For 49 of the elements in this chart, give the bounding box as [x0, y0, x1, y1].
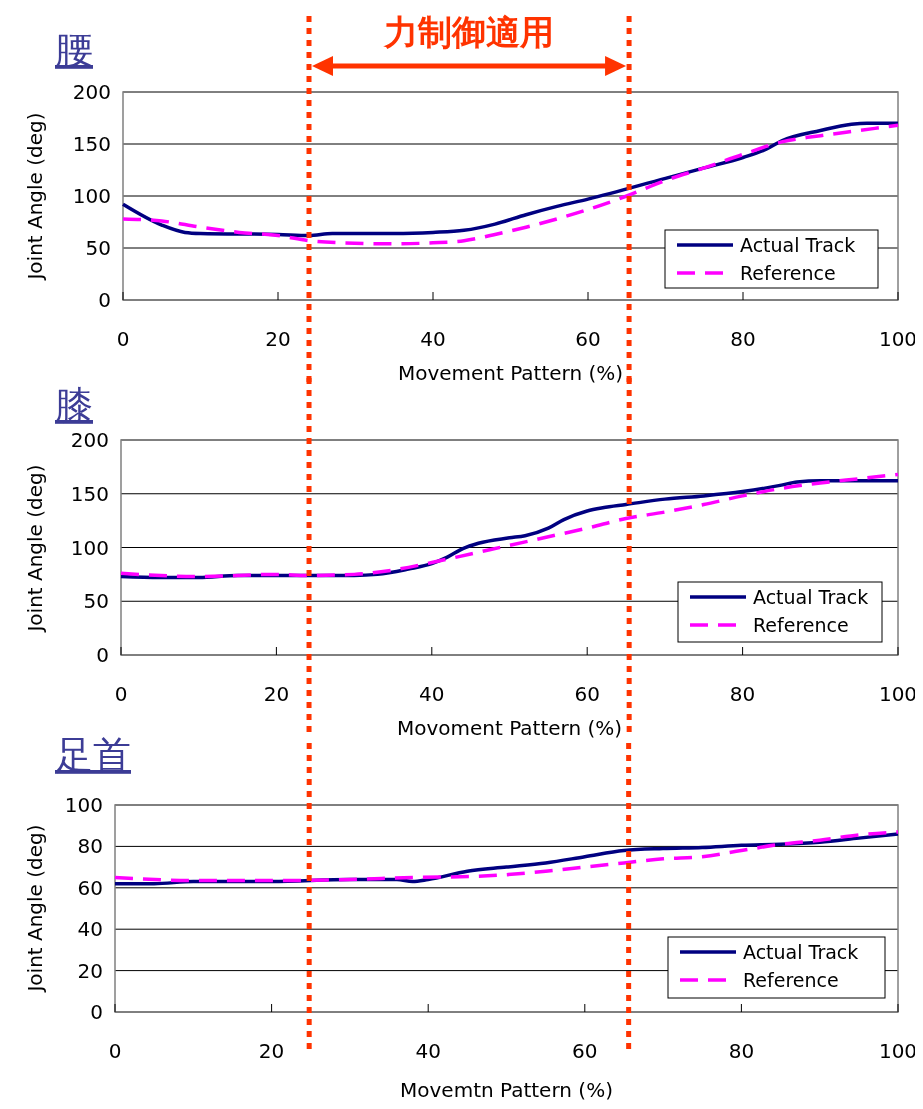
x-axis-title: Movement Pattern (%) — [397, 361, 624, 385]
x-tick-label: 40 — [419, 682, 445, 706]
y-tick-label: 200 — [70, 428, 109, 452]
y-tick-label: 0 — [90, 1000, 103, 1024]
x-tick-label: 20 — [265, 327, 291, 351]
y-tick-label: 20 — [77, 958, 103, 983]
x-tick-label: 60 — [574, 682, 600, 706]
legend-label: Reference — [740, 262, 836, 284]
y-tick-label: 150 — [72, 132, 111, 156]
x-axis-title: Movoment Pattern (%) — [396, 716, 623, 740]
x-tick-label: 80 — [728, 1039, 755, 1063]
y-tick-label: 0 — [98, 288, 111, 312]
legend-label: Actual Track — [740, 234, 856, 256]
y-tick-label: 100 — [64, 793, 103, 817]
y-tick-label: 50 — [83, 589, 109, 614]
x-tick-label: 20 — [258, 1039, 285, 1063]
x-tick-label: 80 — [730, 327, 756, 351]
x-tick-label: 100 — [878, 682, 918, 706]
y-tick-label: 200 — [72, 80, 111, 104]
x-tick-label: 40 — [415, 1039, 441, 1063]
legend-label: Reference — [743, 969, 839, 991]
y-tick-label: 50 — [85, 236, 111, 260]
legend-label: Actual Track — [753, 586, 869, 608]
text: 力制御適用 — [383, 12, 555, 52]
x-tick-label: 80 — [729, 682, 756, 706]
x-tick-label: 20 — [263, 682, 290, 706]
x-axis-title: Movemtn Pattern (%) — [400, 1078, 613, 1102]
x-tick-label: 60 — [572, 1039, 598, 1063]
y-tick-label: 150 — [70, 481, 109, 506]
legend-label: Reference — [753, 614, 849, 636]
y-axis-title: Joint Angle (deg) — [23, 112, 47, 282]
x-tick-label: 0 — [116, 327, 130, 351]
chart-title: 足首 — [55, 733, 131, 777]
x-tick-label: 0 — [114, 682, 128, 706]
x-tick-label: 40 — [420, 327, 446, 351]
x-tick-label: 60 — [575, 327, 601, 351]
y-tick-label: 100 — [70, 535, 109, 560]
y-tick-label: 0 — [96, 643, 109, 667]
y-tick-label: 80 — [77, 834, 103, 859]
chart-title: 腰 — [55, 28, 93, 72]
y-axis-title: Joint Angle (deg) — [23, 464, 47, 634]
y-axis-title: Joint Angle (deg) — [23, 824, 47, 994]
x-tick-label: 100 — [878, 1039, 918, 1063]
y-tick-label: 100 — [72, 184, 111, 208]
legend-label: Actual Track — [743, 941, 859, 963]
chart-title: 膝 — [55, 383, 93, 427]
y-tick-label: 60 — [77, 875, 103, 900]
x-tick-label: 100 — [878, 327, 918, 351]
y-tick-label: 40 — [77, 917, 103, 942]
